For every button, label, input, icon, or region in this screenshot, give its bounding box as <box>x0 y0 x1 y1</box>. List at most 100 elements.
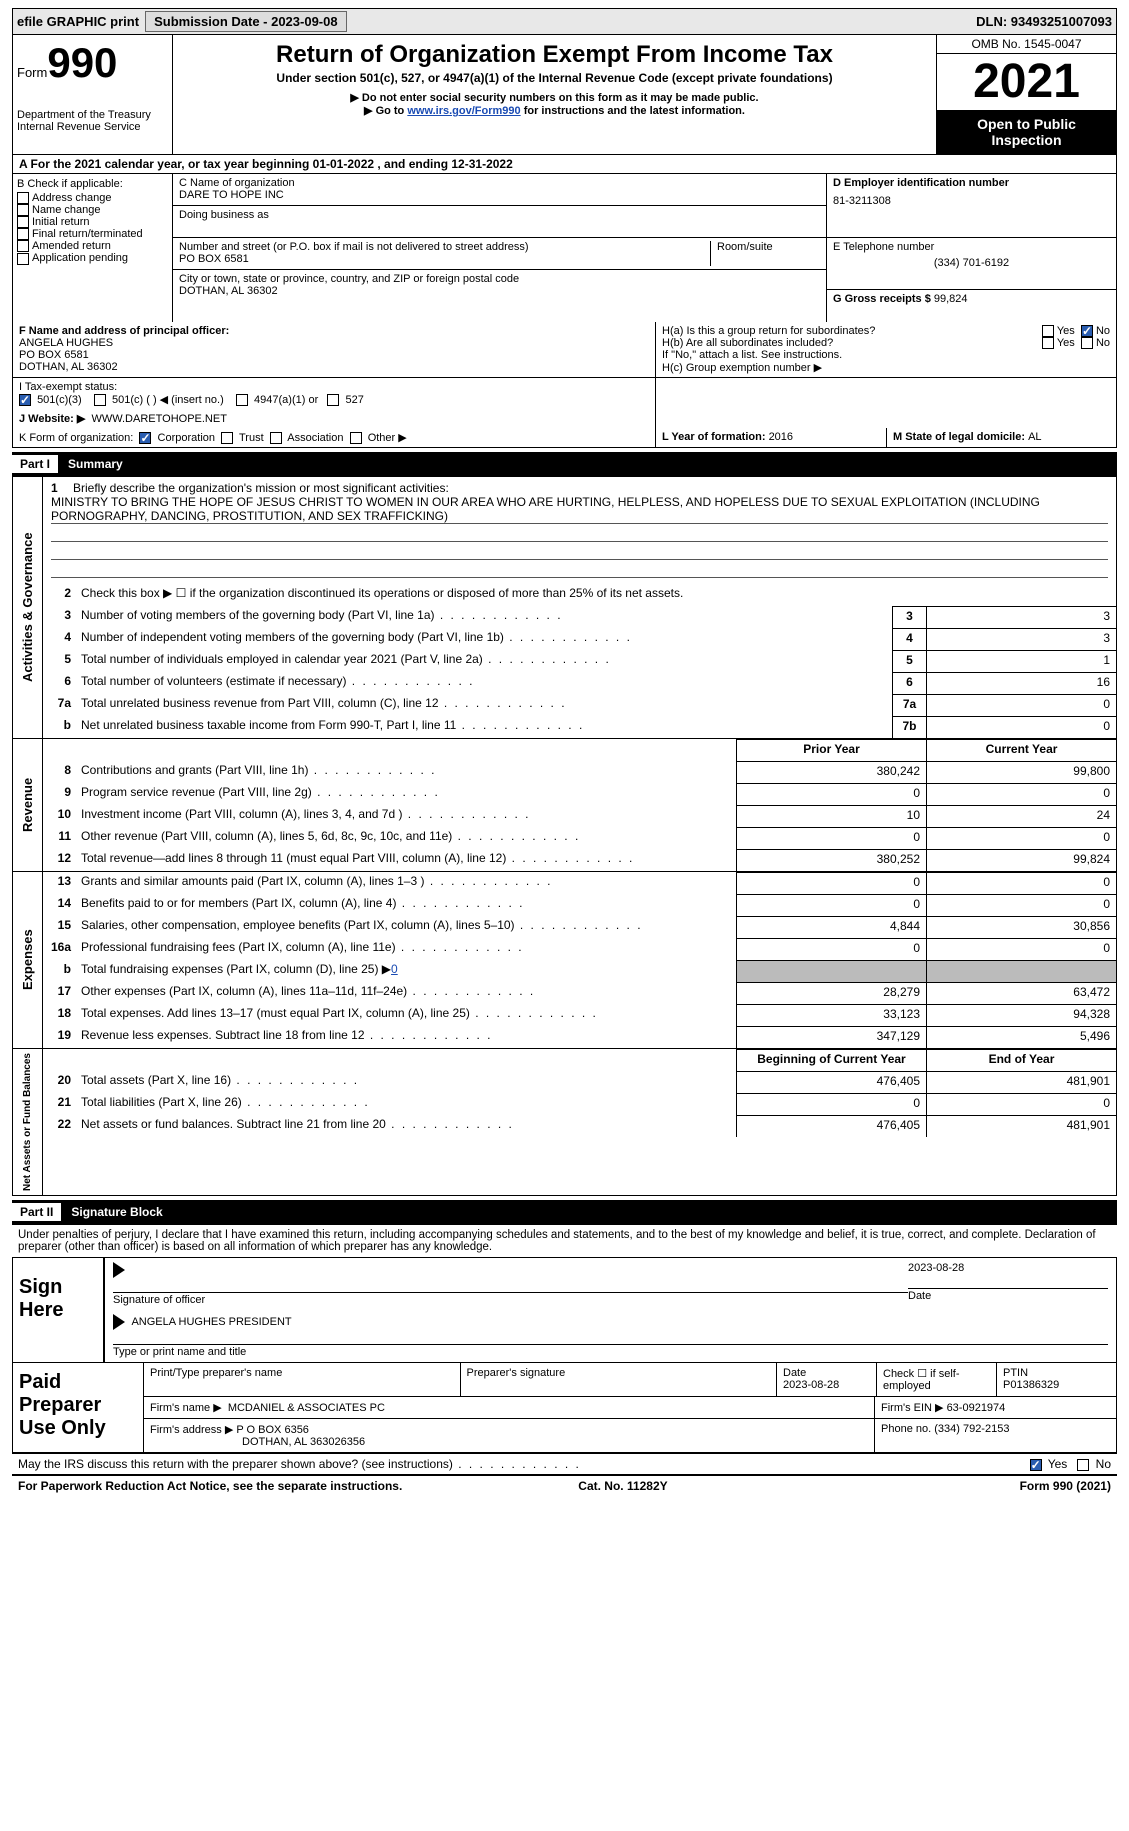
line21-cy: 0 <box>926 1093 1116 1115</box>
phone-label: E Telephone number <box>833 241 1110 253</box>
chk-assoc[interactable] <box>270 432 282 444</box>
line16a-py: 0 <box>736 938 926 960</box>
gross-value: 99,824 <box>934 293 968 305</box>
part1-header: Part I Summary <box>12 452 1117 476</box>
form-ref: Form 990 (2021) <box>1020 1479 1111 1493</box>
topbar: efile GRAPHIC print Submission Date - 20… <box>12 8 1117 35</box>
chk-address-change[interactable] <box>17 192 29 204</box>
line8-cy: 99,800 <box>926 761 1116 783</box>
chk-amended[interactable] <box>17 240 29 252</box>
hdr-prior-year: Prior Year <box>736 739 926 761</box>
state-domicile: AL <box>1028 431 1041 443</box>
preparer-sig-hdr: Preparer's signature <box>460 1363 777 1396</box>
org-name: DARE TO HOPE INC <box>179 189 820 201</box>
website-value: WWW.DARETOHOPE.NET <box>91 413 226 425</box>
chk-initial-return[interactable] <box>17 216 29 228</box>
sign-date: 2023-08-28 <box>908 1262 1108 1274</box>
submission-date: Submission Date - 2023-09-08 <box>145 11 347 32</box>
chk-discuss-yes[interactable] <box>1030 1459 1042 1471</box>
line19-text: Revenue less expenses. Subtract line 18 … <box>77 1026 736 1048</box>
officer-sig-label: Signature of officer <box>113 1292 908 1306</box>
side-revenue: Revenue <box>13 739 43 871</box>
chk-501c[interactable] <box>94 394 106 406</box>
line20-text: Total assets (Part X, line 16) <box>77 1071 736 1093</box>
city-label: City or town, state or province, country… <box>179 273 820 285</box>
line22-cy: 481,901 <box>926 1115 1116 1137</box>
line7a-value: 0 <box>926 694 1116 716</box>
summary-table: Activities & Governance 1Briefly describ… <box>12 476 1117 1196</box>
officer-addr2: DOTHAN, AL 36302 <box>19 361 649 373</box>
hb-label: H(b) Are all subordinates included? <box>662 337 1042 349</box>
state-domicile-label: M State of legal domicile: <box>893 431 1028 443</box>
arrow-icon <box>113 1314 125 1330</box>
chk-app-pending[interactable] <box>17 253 29 265</box>
form-number: Form990 <box>17 39 168 87</box>
chk-ha-yes[interactable] <box>1042 325 1054 337</box>
chk-corp[interactable] <box>139 432 151 444</box>
efile-label: efile GRAPHIC print <box>17 14 139 29</box>
line11-py: 0 <box>736 827 926 849</box>
form-header: Form990 Department of the Treasury Inter… <box>12 35 1117 155</box>
line17-text: Other expenses (Part IX, column (A), lin… <box>77 982 736 1004</box>
note-ssn: ▶ Do not enter social security numbers o… <box>181 91 928 104</box>
line13-text: Grants and similar amounts paid (Part IX… <box>77 872 736 894</box>
chk-trust[interactable] <box>221 432 233 444</box>
chk-hb-no[interactable] <box>1081 337 1093 349</box>
line19-py: 347,129 <box>736 1026 926 1048</box>
form-org-label: K Form of organization: <box>19 432 133 444</box>
sign-here-block: Sign Here Signature of officer 2023-08-2… <box>12 1257 1117 1363</box>
tax-year: 2021 <box>937 54 1116 110</box>
ein-label: D Employer identification number <box>833 177 1110 189</box>
line5-value: 1 <box>926 650 1116 672</box>
ha-label: H(a) Is this a group return for subordin… <box>662 325 1042 337</box>
line3-value: 3 <box>926 606 1116 628</box>
hdr-eoy: End of Year <box>926 1049 1116 1071</box>
officer-label: F Name and address of principal officer: <box>19 325 229 337</box>
line17-py: 28,279 <box>736 982 926 1004</box>
chk-discuss-no[interactable] <box>1077 1459 1089 1471</box>
arrow-icon <box>113 1262 125 1278</box>
open-to-public: Open to Public Inspection <box>937 110 1116 154</box>
line16a-text: Professional fundraising fees (Part IX, … <box>77 938 736 960</box>
line22-text: Net assets or fund balances. Subtract li… <box>77 1115 736 1137</box>
discuss-question: May the IRS discuss this return with the… <box>18 1457 581 1471</box>
paid-preparer-block: Paid Preparer Use Only Print/Type prepar… <box>12 1363 1117 1453</box>
line12-text: Total revenue—add lines 8 through 11 (mu… <box>77 849 736 871</box>
discuss-row: May the IRS discuss this return with the… <box>12 1453 1117 1474</box>
hc-label: H(c) Group exemption number ▶ <box>662 361 1110 374</box>
line14-py: 0 <box>736 894 926 916</box>
lineb-text: Total fundraising expenses (Part IX, col… <box>77 960 736 982</box>
room-label: Room/suite <box>717 241 820 253</box>
lineb-value: 0 <box>926 716 1116 738</box>
col-b-checkboxes: B Check if applicable: Address change Na… <box>13 174 173 322</box>
line20-py: 476,405 <box>736 1071 926 1093</box>
line9-cy: 0 <box>926 783 1116 805</box>
hdr-boy: Beginning of Current Year <box>736 1049 926 1071</box>
line16a-cy: 0 <box>926 938 1116 960</box>
chk-527[interactable] <box>327 394 339 406</box>
gross-label: G Gross receipts $ <box>833 293 931 305</box>
line5-text: Total number of individuals employed in … <box>77 650 892 672</box>
chk-other[interactable] <box>350 432 362 444</box>
print-name-label: Type or print name and title <box>113 1344 1108 1358</box>
chk-4947[interactable] <box>236 394 248 406</box>
line19-cy: 5,496 <box>926 1026 1116 1048</box>
paid-preparer-label: Paid Preparer Use Only <box>13 1363 143 1452</box>
chk-501c3[interactable] <box>19 394 31 406</box>
line11-cy: 0 <box>926 827 1116 849</box>
firm-addr1: P O BOX 6356 <box>236 1424 309 1436</box>
line10-text: Investment income (Part VIII, column (A)… <box>77 805 736 827</box>
chk-hb-yes[interactable] <box>1042 337 1054 349</box>
line8-py: 380,242 <box>736 761 926 783</box>
city-value: DOTHAN, AL 36302 <box>179 285 820 297</box>
line3-text: Number of voting members of the governin… <box>77 606 892 628</box>
line14-cy: 0 <box>926 894 1116 916</box>
year-formation-label: L Year of formation: <box>662 431 769 443</box>
chk-ha-no[interactable] <box>1081 325 1093 337</box>
self-employed: Check ☐ if self-employed <box>876 1363 996 1396</box>
chk-final-return[interactable] <box>17 228 29 240</box>
irs-link[interactable]: www.irs.gov/Form990 <box>407 105 520 117</box>
chk-name-change[interactable] <box>17 204 29 216</box>
line13-py: 0 <box>736 872 926 894</box>
officer-name: ANGELA HUGHES <box>19 337 649 349</box>
